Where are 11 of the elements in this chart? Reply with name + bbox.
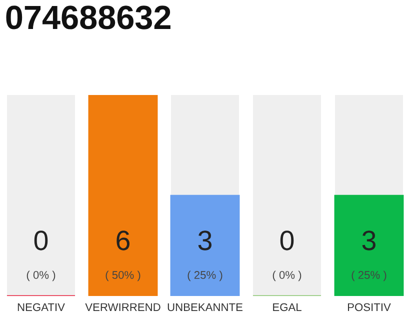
- data-label: 6 ( 50% ): [106, 230, 140, 282]
- x-tick-label: UNBEKANNTE: [168, 303, 242, 312]
- data-label: 0 ( 0% ): [272, 230, 302, 282]
- data-label: 0 ( 0% ): [26, 230, 56, 282]
- data-label: 3 ( 25% ): [352, 230, 386, 282]
- chart-title: 074688632: [6, 6, 170, 30]
- x-tick-label: VERWIRREND: [85, 303, 160, 311]
- x-tick-label: POSITIV: [348, 303, 391, 312]
- x-tick-label: NEGATIV: [18, 303, 65, 312]
- x-tick-label: EGAL: [273, 303, 302, 312]
- data-label: 3 ( 25% ): [188, 230, 222, 282]
